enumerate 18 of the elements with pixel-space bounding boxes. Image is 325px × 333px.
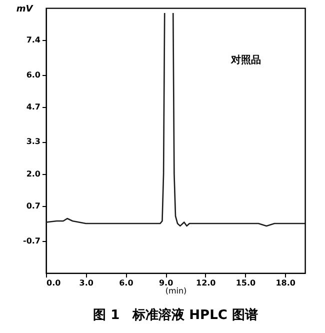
y-tick-label: 2.0: [26, 169, 41, 178]
x-tick-label: 12.0: [196, 278, 216, 288]
y-tick-label: -0.7: [23, 236, 40, 246]
y-axis-title: mV: [16, 4, 34, 14]
x-tick-label: 6.0: [119, 278, 134, 288]
annotation: 对照品: [230, 54, 261, 66]
x-tick-label: 3.0: [79, 278, 94, 288]
x-axis-title: (min): [165, 286, 187, 296]
x-tick-label: 0.0: [46, 278, 62, 288]
y-tick-label: 4.7: [26, 102, 40, 112]
x-tick-label: 9.0: [158, 278, 174, 288]
x-tick-label: 18.0: [276, 278, 296, 288]
y-tick-label: 0.7: [26, 202, 40, 211]
y-tick-label: 7.4: [26, 36, 41, 45]
x-tick-label: 15.0: [236, 278, 256, 288]
y-tick-label: 3.3: [26, 137, 40, 146]
y-tick-label: 6.0: [26, 70, 41, 80]
text: 图 1 标准溶液 HPLC 图谱: [93, 307, 258, 323]
